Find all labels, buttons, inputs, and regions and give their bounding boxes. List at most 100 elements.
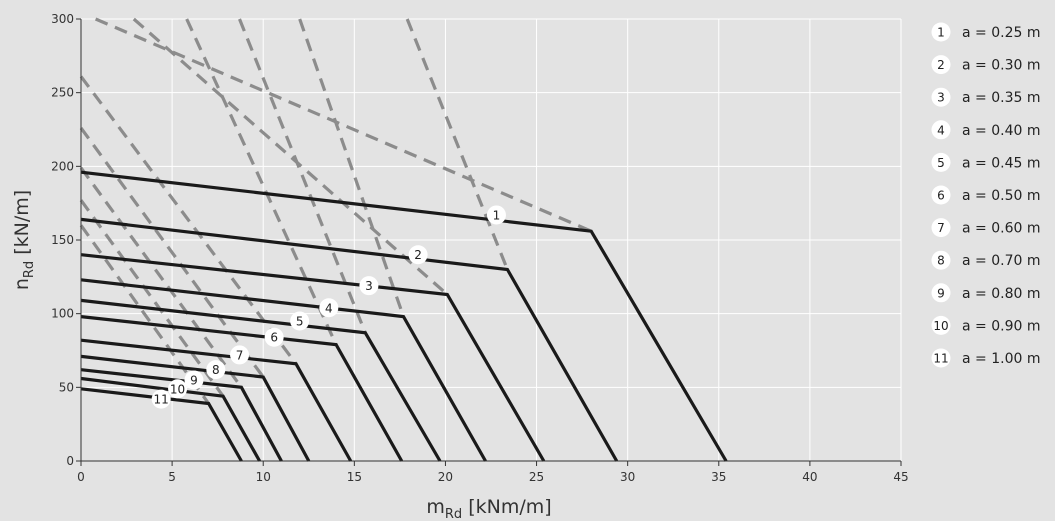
legend-badge [931, 87, 951, 107]
legend-badge [931, 283, 951, 303]
series-6-badge-label: 6 [270, 331, 278, 345]
series-1-badge [486, 205, 506, 225]
series-6-solid-line [80, 315, 404, 462]
series-6-dashed-line [185, 18, 338, 346]
y-axis-title: nRd [kN/m] [11, 190, 37, 290]
series-11-dashed-line [79, 224, 210, 405]
series-11-badge [151, 389, 171, 409]
legend-entry-label: a = 0.35 m [962, 90, 1040, 106]
series-4-solid-line [80, 278, 487, 462]
legend-badge-label: 10 [933, 319, 948, 333]
series-2-solid-line [80, 217, 619, 462]
solid-lines [80, 170, 728, 462]
series-7-badge-label: 7 [236, 348, 244, 362]
y-tick-label: 100 [51, 307, 74, 321]
x-tick-label: 10 [256, 470, 271, 484]
series-10-badge [168, 379, 188, 399]
y-tick-label: 250 [51, 86, 74, 100]
y-axis-title-main: n [11, 278, 33, 290]
legend-badge [931, 348, 951, 368]
legend-entry-label: a = 0.60 m [962, 221, 1040, 237]
legend-badge [931, 55, 951, 75]
x-tick-label: 20 [438, 470, 453, 484]
legend-entry-label: a = 0.70 m [962, 253, 1040, 269]
series-3-solid-line [80, 253, 546, 462]
legend-badge-label: 3 [937, 91, 945, 105]
x-tick-label: 0 [77, 470, 85, 484]
series-8-solid-line [80, 354, 311, 462]
series-7-badge [230, 345, 250, 365]
legend-badge-label: 5 [937, 156, 945, 170]
x-axis-title-main: m [426, 496, 445, 518]
legend-badge-label: 2 [937, 58, 945, 72]
legend-badge-label: 9 [937, 286, 945, 300]
series-9-badge [184, 370, 204, 390]
series-4-dashed-line [298, 18, 406, 318]
legend-entry-label: a = 0.25 m [962, 25, 1040, 41]
x-tick-label: 45 [893, 470, 908, 484]
series-2-badge-label: 2 [414, 248, 422, 262]
series-3-badge-label: 3 [365, 279, 373, 293]
series-5-solid-line [80, 298, 442, 462]
legend-badge [931, 185, 951, 205]
legend-badge-label: 1 [937, 26, 945, 40]
y-tick-label: 150 [51, 233, 74, 247]
series-8-dashed-line [79, 127, 265, 378]
legend-badge-label: 8 [937, 254, 945, 268]
x-axis-title-unit: [kNm/m] [462, 496, 552, 518]
x-tick-label: 35 [711, 470, 726, 484]
legend-badge [931, 120, 951, 140]
x-tick-label: 15 [347, 470, 362, 484]
x-tick-label: 5 [168, 470, 176, 484]
series-2-dashed-line [405, 18, 509, 271]
legend-badge [931, 152, 951, 172]
legend-badge-label: 11 [933, 352, 948, 366]
series-6-badge [264, 327, 284, 347]
legend-badge [931, 22, 951, 42]
series-5-badge-label: 5 [296, 315, 304, 329]
series-1-dashed-line [94, 17, 592, 233]
series-1-solid-line [80, 170, 728, 462]
legend-entry-label: a = 0.90 m [962, 318, 1040, 334]
series-11-solid-line [80, 387, 243, 462]
dashed-lines [79, 17, 592, 405]
series-10-badge-label: 10 [170, 382, 185, 396]
series-5-dashed-line [238, 18, 367, 334]
series-8-badge [206, 360, 226, 380]
series-9-badge-label: 9 [190, 373, 198, 387]
legend-entry-label: a = 1.00 m [962, 351, 1040, 367]
y-tick-label: 0 [66, 454, 74, 468]
series-3-badge [359, 276, 379, 296]
x-axis-title: mRd [kNm/m] [426, 496, 551, 521]
series-8-badge-label: 8 [212, 363, 220, 377]
series-2-badge [408, 245, 428, 265]
series-3-dashed-line [132, 17, 449, 296]
legend-entry-label: a = 0.45 m [962, 155, 1040, 171]
series-7-solid-line [80, 338, 353, 462]
legend-badge-label: 6 [937, 189, 945, 203]
y-tick-label: 50 [59, 380, 74, 394]
legend-badge [931, 250, 951, 270]
y-tick-label: 300 [51, 12, 74, 26]
series-5-badge [290, 311, 310, 331]
legend-badge [931, 315, 951, 335]
y-tick-label: 200 [51, 159, 74, 173]
x-axis-title-sub: Rd [445, 507, 462, 521]
legend-badge-label: 7 [937, 221, 945, 235]
x-tick-label: 40 [802, 470, 817, 484]
series-9-solid-line [80, 368, 283, 462]
series-9-dashed-line [79, 166, 243, 389]
series-7-dashed-line [79, 75, 298, 365]
series-4-badge [319, 298, 339, 318]
legend-entry-label: a = 0.40 m [962, 123, 1040, 139]
series-11-badge-label: 11 [154, 393, 169, 407]
legend-badge-label: 4 [937, 123, 945, 137]
x-tick-label: 25 [529, 470, 544, 484]
series-10-solid-line [80, 376, 261, 462]
legend-entry-label: a = 0.30 m [962, 58, 1040, 74]
grid [81, 18, 902, 461]
legend-badge [931, 218, 951, 238]
